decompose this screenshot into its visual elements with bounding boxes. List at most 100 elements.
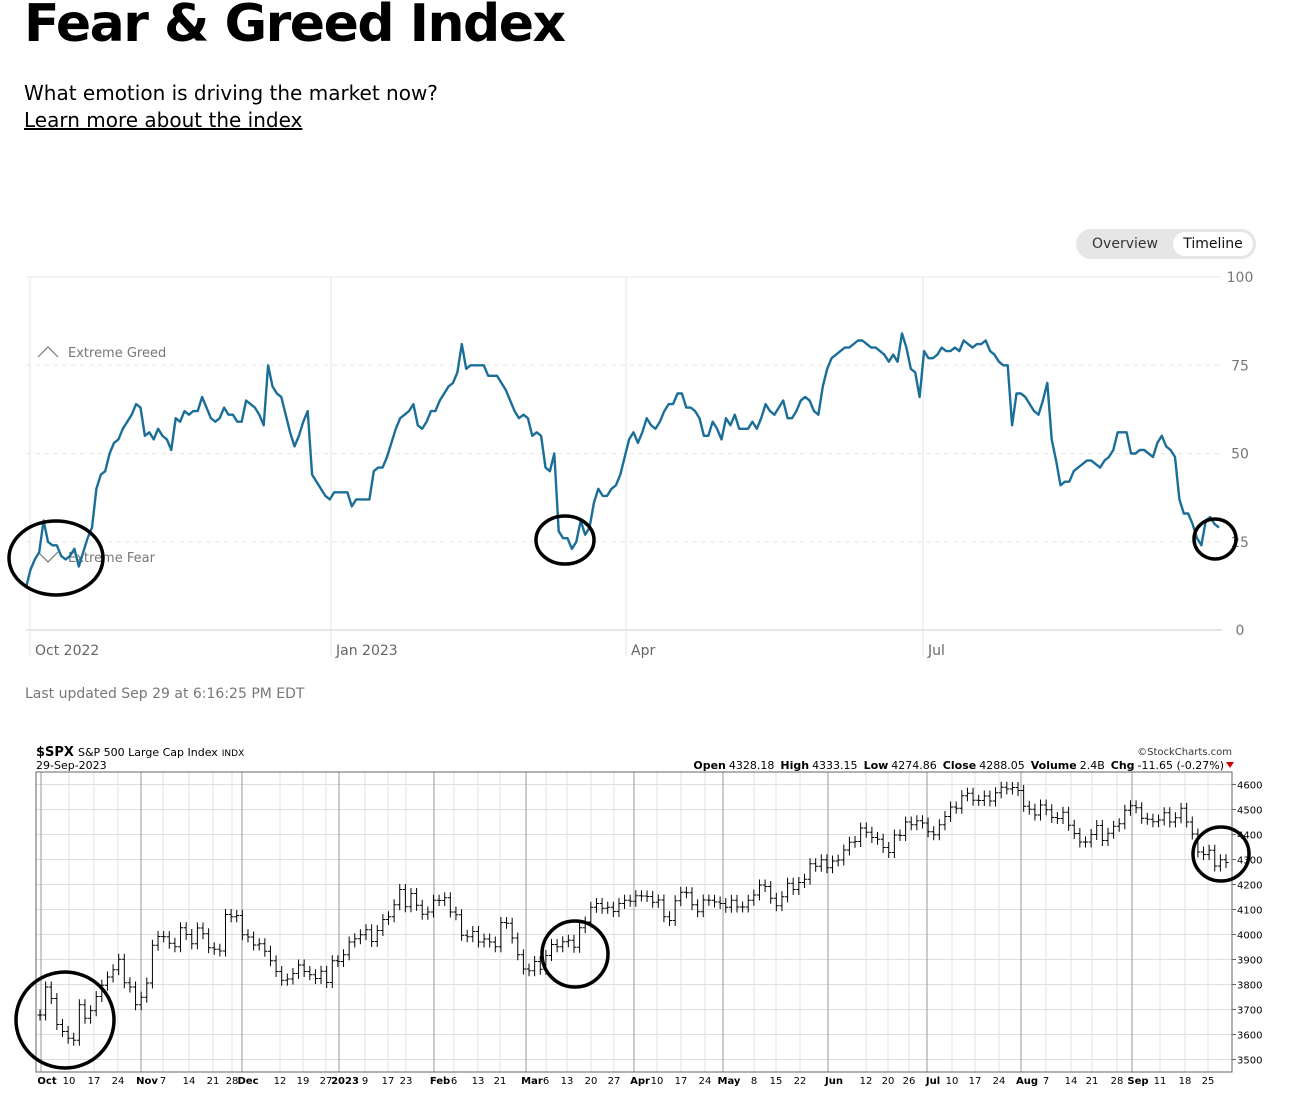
fg-y-tick-label: 75 (1231, 358, 1249, 374)
spx-ohlc-bar (1105, 827, 1111, 846)
fear-greed-series-line (24, 332, 1220, 588)
spx-x-tick-label: 28 (226, 1076, 239, 1087)
spx-ohlc-bar (638, 890, 644, 902)
spx-ohlc-bar (672, 895, 678, 926)
spx-ohlc-bar (683, 886, 689, 899)
spx-x-tick-label: 13 (561, 1076, 574, 1087)
spx-ohlc-bar (110, 964, 116, 983)
spx-x-tick-label: 20 (882, 1076, 895, 1087)
spx-ohlc-bar (886, 842, 892, 858)
spx-ohlc-bar (470, 926, 476, 943)
spx-annotation-circle-mar (540, 919, 610, 989)
spx-ohlc-bar (571, 934, 577, 953)
spx-y-tick-label: 3600 (1237, 1031, 1262, 1042)
spx-ohlc-bar (206, 928, 212, 954)
spx-x-tick-label: 10 (946, 1076, 959, 1087)
learn-more-link[interactable]: Learn more about the index (24, 108, 303, 132)
spx-ohlc-bar (296, 959, 302, 979)
view-toggle: Overview Timeline (1076, 229, 1256, 259)
spx-x-tick-label: 8 (751, 1076, 757, 1087)
spx-ohlc-bar (1122, 804, 1128, 830)
spx-date: 29-Sep-2023 (36, 759, 107, 772)
spx-ohlc-bar (869, 826, 875, 843)
spx-stat-value: 4274.86 (891, 759, 937, 772)
spx-ohlc-bar (678, 886, 684, 907)
spx-ohlc-bar (487, 933, 493, 948)
spx-x-tick-label: 24 (699, 1076, 712, 1087)
spx-ohlc-bar (346, 936, 352, 961)
spx-y-tick-label: 3800 (1237, 981, 1262, 992)
spx-ohlc-bar (1206, 844, 1212, 860)
spx-ohlc-bar (273, 955, 279, 977)
timeline-tab[interactable]: Timeline (1173, 232, 1253, 256)
spx-symbol: $SPX (36, 745, 74, 760)
spx-ohlc-bar (605, 901, 611, 914)
spx-ohlc-bar (245, 929, 251, 943)
spx-exchange: INDX (222, 749, 244, 759)
spx-ohlc-bar (908, 816, 914, 831)
spx-stat-value: 4288.05 (979, 759, 1025, 772)
spx-ohlc-bar (183, 922, 189, 940)
spx-y-tick-label: 4000 (1237, 931, 1262, 942)
spx-ohlc-bar (728, 894, 734, 913)
spx-x-tick-label: 25 (1202, 1076, 1215, 1087)
spx-ohlc-bar (402, 884, 408, 913)
spx-ohlc-bar (178, 922, 184, 953)
spx-ohlc-bar (650, 891, 656, 908)
spx-ohlc-bar (1172, 812, 1178, 828)
spx-ohlc-bar (352, 933, 358, 948)
spx-ohlc-bar (290, 968, 296, 985)
stockcharts-watermark: ©StockCharts.com (1137, 747, 1232, 758)
fg-x-tick-label: Oct 2022 (35, 643, 99, 659)
spx-ohlc-bar (948, 801, 954, 822)
spx-ohlc-bar (363, 924, 369, 941)
spx-ohlc-bar (284, 973, 290, 986)
spx-ohlc-bar (59, 1019, 65, 1037)
last-updated-text: Last updated Sep 29 at 6:16:25 PM EDT (25, 686, 305, 702)
spx-ohlc-bar (807, 858, 813, 885)
spx-ohlc-bar (149, 939, 155, 989)
spx-ohlc-bar (526, 963, 532, 977)
spx-stat-label: Chg (1111, 759, 1135, 772)
spx-ohlc-bar (830, 855, 836, 874)
spx-x-tick-label: 17 (675, 1076, 688, 1087)
spx-ohlc-bar (751, 889, 757, 906)
spx-ohlc-bar (565, 934, 571, 948)
spx-ohlc-bar (1127, 800, 1133, 816)
spx-ohlc-bar (425, 906, 431, 920)
annotation-circle-oct (7, 519, 105, 597)
spx-ohlc-bar (520, 949, 526, 975)
spx-ohlc-bar (1015, 782, 1021, 796)
spx-ohlc-bar (593, 898, 599, 913)
spx-ohlc-bar (436, 894, 442, 906)
overview-tab[interactable]: Overview (1092, 236, 1158, 252)
spx-x-tick-label: 18 (1179, 1076, 1192, 1087)
spx-ohlc-bar (745, 894, 751, 913)
spx-ohlc-bar (655, 894, 661, 908)
spx-ohlc-bar (914, 815, 920, 831)
spx-ohlc-bar (931, 826, 937, 841)
spx-x-tick-label: Jun (824, 1076, 843, 1087)
annotation-circle-mar (534, 514, 596, 566)
spx-x-tick-label: 23 (400, 1076, 413, 1087)
spx-ohlc-bar (1217, 854, 1223, 872)
spx-ohlc-bar (1071, 819, 1077, 839)
spx-ohlc-bar (155, 931, 161, 951)
spx-ohlc-bar (48, 981, 54, 1004)
spx-ohlc-bar (925, 817, 931, 838)
spx-y-tick-label: 3500 (1237, 1056, 1262, 1067)
spx-ohlc-bar (481, 933, 487, 948)
spx-ohlc-bar (796, 877, 802, 895)
fg-zone-label: Extreme Greed (68, 346, 166, 361)
down-arrow-icon (1226, 762, 1234, 768)
spx-ohlc-bar (689, 887, 695, 911)
spx-x-tick-label: 13 (472, 1076, 485, 1087)
spx-ohlc-bar (891, 829, 897, 858)
spx-ohlc-bar (222, 909, 228, 957)
spx-ohlc-bar (144, 977, 150, 1003)
spx-ohlc-bar (813, 858, 819, 872)
spx-ohlc-bar (1133, 800, 1139, 814)
spx-ohlc-bar (329, 955, 335, 988)
spx-ohlc-bar (161, 931, 167, 943)
spx-ohlc-bar (318, 965, 324, 984)
